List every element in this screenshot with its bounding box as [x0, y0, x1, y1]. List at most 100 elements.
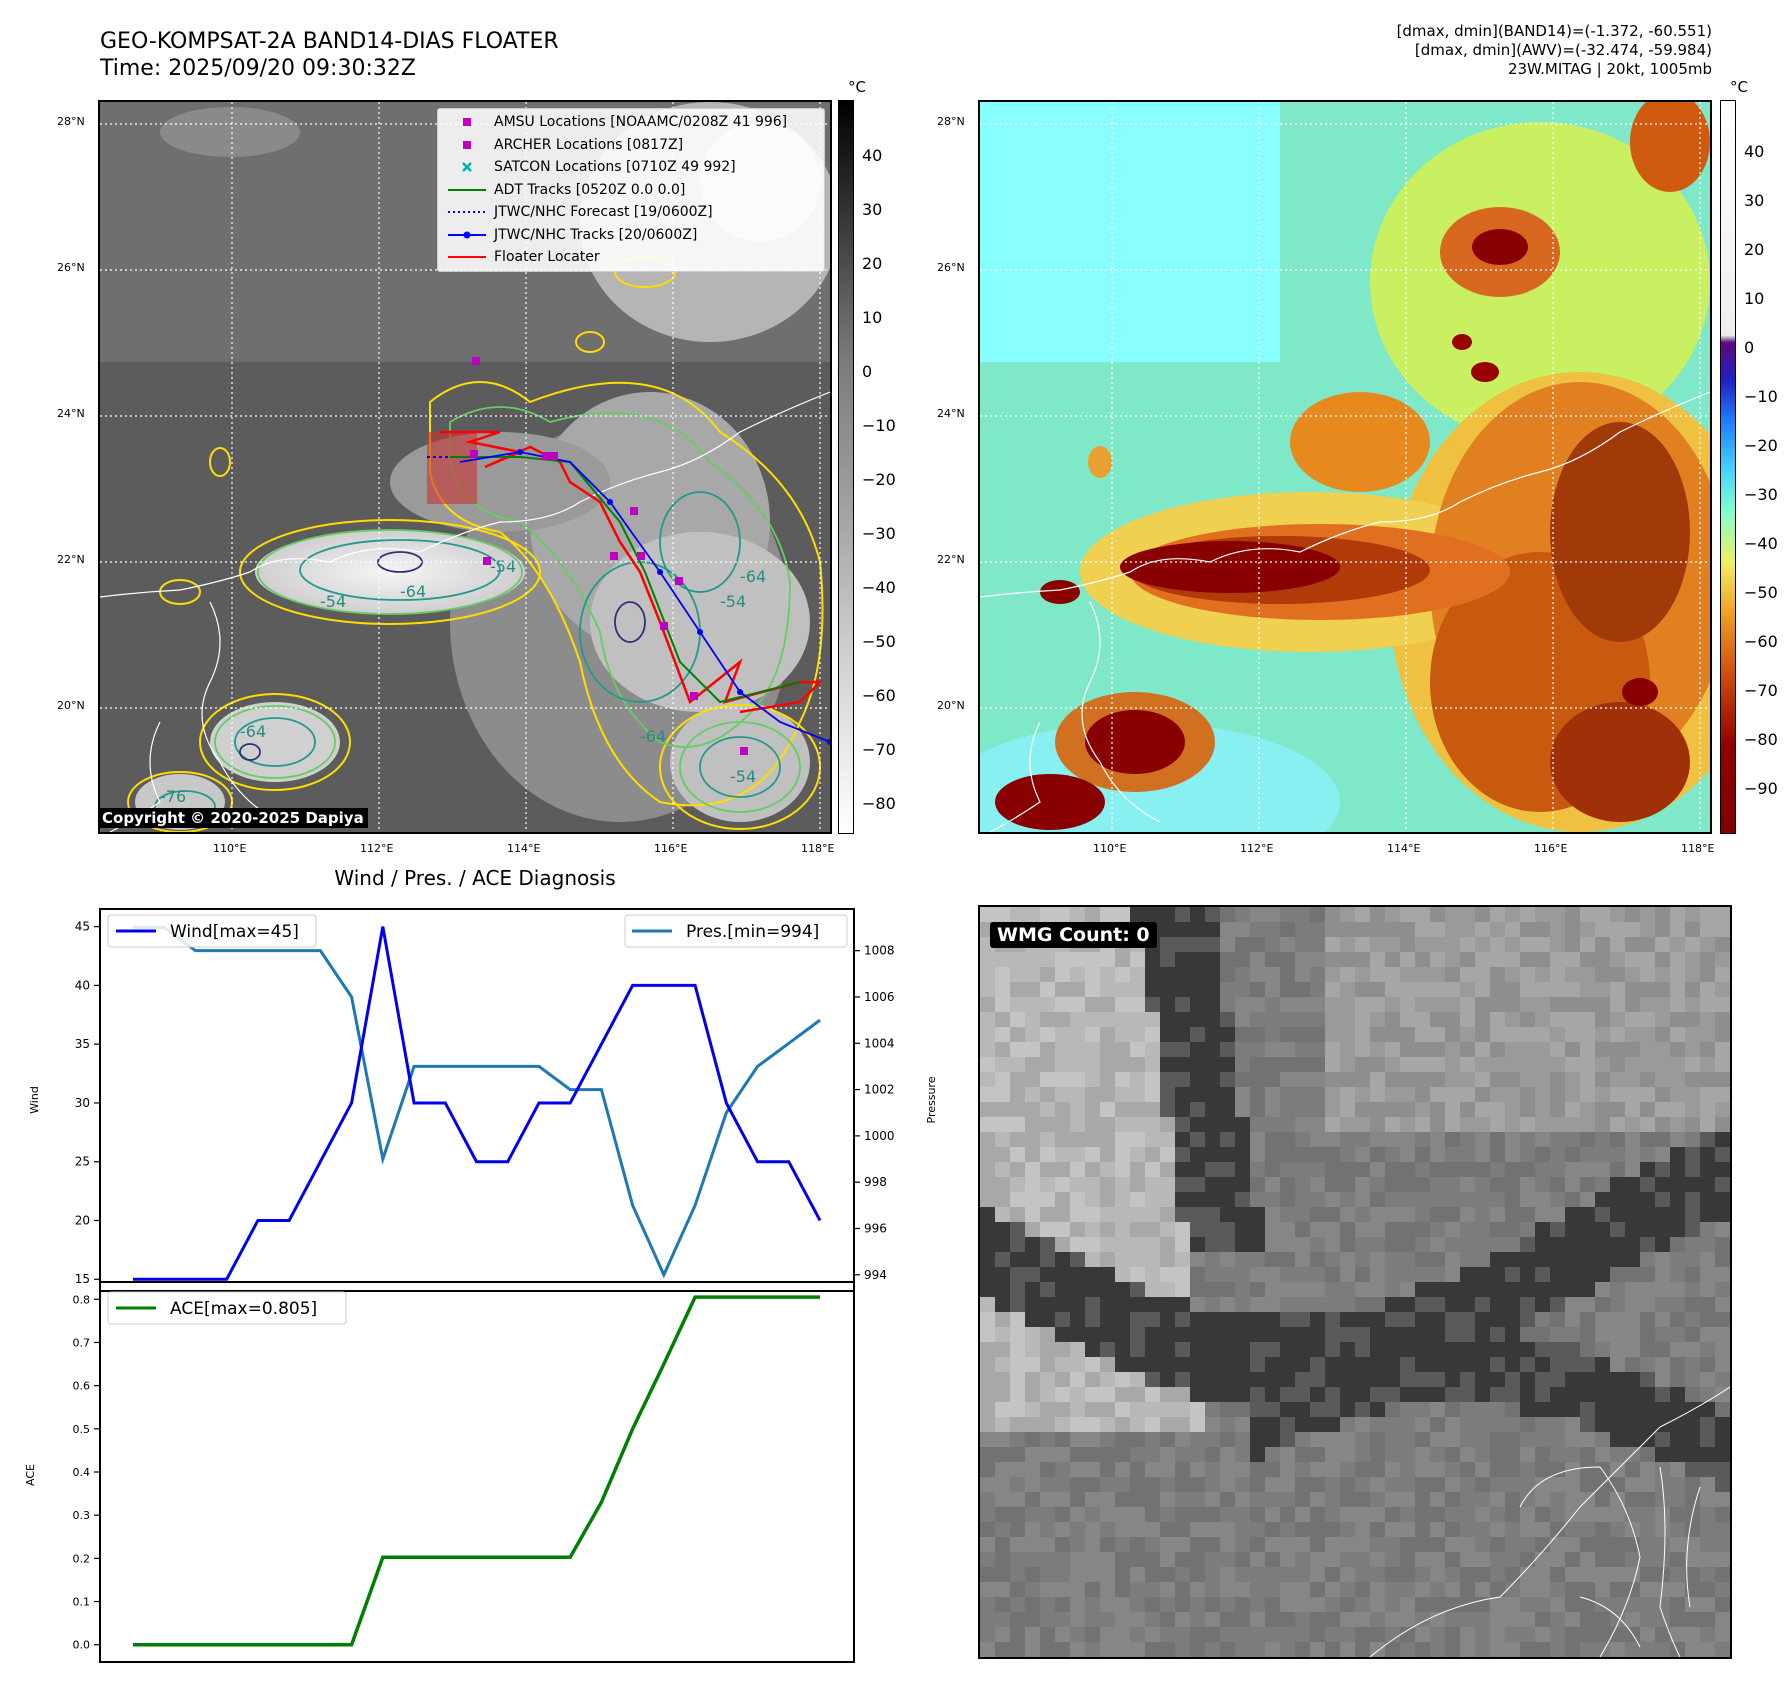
wmg-cell: [1595, 1537, 1610, 1552]
wmg-cell: [1175, 1192, 1190, 1207]
wmg-cell: [1340, 1012, 1355, 1027]
wmg-cell: [995, 1012, 1010, 1027]
wmg-cell: [1235, 1012, 1250, 1027]
wmg-cell: [1595, 1057, 1610, 1072]
wmg-cell: [1250, 1147, 1265, 1162]
wmg-cell: [1235, 907, 1250, 922]
wmg-cell: [1055, 907, 1070, 922]
wmg-cell: [995, 997, 1010, 1012]
wmg-cell: [980, 1132, 995, 1147]
wmg-cell: [1205, 1507, 1220, 1522]
wmg-cell: [1325, 997, 1340, 1012]
wmg-cell: [1055, 1177, 1070, 1192]
wmg-cell: [1130, 1537, 1145, 1552]
wmg-cell: [1460, 1402, 1475, 1417]
wmg-cell: [1205, 922, 1220, 937]
wmg-cell: [1145, 1072, 1160, 1087]
wmg-cell: [1700, 1612, 1715, 1627]
wmg-cell: [1415, 1237, 1430, 1252]
wmg-cell: [1085, 1552, 1100, 1567]
wmg-cell: [1145, 1102, 1160, 1117]
wmg-cell: [1610, 1507, 1625, 1522]
wmg-cell: [1385, 1192, 1400, 1207]
wmg-cell: [1235, 982, 1250, 997]
wmg-cell: [1265, 982, 1280, 997]
wmg-cell: [1490, 1147, 1505, 1162]
wmg-cell: [1625, 1102, 1640, 1117]
wmg-panel: [978, 905, 1732, 1659]
wmg-cell: [1250, 1477, 1265, 1492]
wmg-cell: [1445, 1552, 1460, 1567]
dotted-line-icon: [448, 211, 486, 214]
wmg-cell: [1295, 1252, 1310, 1267]
wmg-cell: [1235, 1537, 1250, 1552]
wmg-cell: [1040, 1462, 1055, 1477]
wmg-cell: [1610, 997, 1625, 1012]
wmg-cell: [1640, 1087, 1655, 1102]
wmg-cell: [1610, 982, 1625, 997]
wmg-cell: [1025, 1027, 1040, 1042]
wmg-cell: [1280, 1147, 1295, 1162]
contour-label: -54: [720, 592, 746, 611]
wmg-cell: [1460, 1162, 1475, 1177]
wmg-cell: [1025, 1357, 1040, 1372]
wmg-cell: [980, 1027, 995, 1042]
wmg-cell: [1235, 1282, 1250, 1297]
wmg-cell: [1640, 1312, 1655, 1327]
wmg-cell: [1205, 1312, 1220, 1327]
wmg-cell: [1475, 1312, 1490, 1327]
wmg-cell: [1565, 1087, 1580, 1102]
wmg-cell: [1070, 967, 1085, 982]
wmg-cell: [1130, 1567, 1145, 1582]
wmg-cell: [1685, 1087, 1700, 1102]
wmg-cell: [1430, 937, 1445, 952]
wmg-cell: [1115, 1522, 1130, 1537]
wmg-cell: [1565, 1222, 1580, 1237]
wmg-cell: [980, 1612, 995, 1627]
wmg-cell: [1430, 1642, 1445, 1657]
wmg-cell: [1175, 1102, 1190, 1117]
wmg-cell: [1160, 1492, 1175, 1507]
wmg-cell: [1160, 1132, 1175, 1147]
wmg-cell: [1640, 1567, 1655, 1582]
wmg-cell: [1415, 952, 1430, 967]
wmg-cell: [1280, 1417, 1295, 1432]
wmg-cell: [1130, 982, 1145, 997]
wmg-cell: [1595, 1402, 1610, 1417]
wmg-cell: [1535, 1057, 1550, 1072]
wmg-cell: [1430, 1192, 1445, 1207]
wmg-cell: [1205, 1192, 1220, 1207]
wind-legend: Wind[max=45]: [107, 914, 317, 948]
wmg-cell: [1490, 1417, 1505, 1432]
wmg-cell: [1550, 1567, 1565, 1582]
wmg-cell: [1145, 1192, 1160, 1207]
wmg-cell: [1010, 1042, 1025, 1057]
wmg-cell: [1565, 1552, 1580, 1567]
wmg-cell: [1490, 1327, 1505, 1342]
wmg-cell: [1580, 1117, 1595, 1132]
wmg-cell: [1310, 1597, 1325, 1612]
wmg-cell: [1520, 1492, 1535, 1507]
wmg-cell: [1715, 1522, 1730, 1537]
wmg-cell: [1385, 1522, 1400, 1537]
wmg-cell: [1640, 937, 1655, 952]
wmg-cell: [1535, 1252, 1550, 1267]
wmg-cell: [1550, 1132, 1565, 1147]
wmg-cell: [1565, 1597, 1580, 1612]
wmg-cell: [1130, 1432, 1145, 1447]
wmg-cell: [1400, 1282, 1415, 1297]
wmg-cell: [1040, 1087, 1055, 1102]
wmg-cell: [1265, 1597, 1280, 1612]
wmg-cell: [1160, 1102, 1175, 1117]
wmg-cell: [1505, 1387, 1520, 1402]
wmg-cell: [1475, 1177, 1490, 1192]
wmg-cell: [1265, 1312, 1280, 1327]
wmg-cell: [1280, 1402, 1295, 1417]
wmg-cell: [1010, 1237, 1025, 1252]
wmg-cell: [1610, 1162, 1625, 1177]
wmg-cell: [1115, 1147, 1130, 1162]
wmg-cell: [1160, 1192, 1175, 1207]
wmg-cell: [1445, 1372, 1460, 1387]
wmg-cell: [1160, 1552, 1175, 1567]
wmg-cell: [1595, 1027, 1610, 1042]
